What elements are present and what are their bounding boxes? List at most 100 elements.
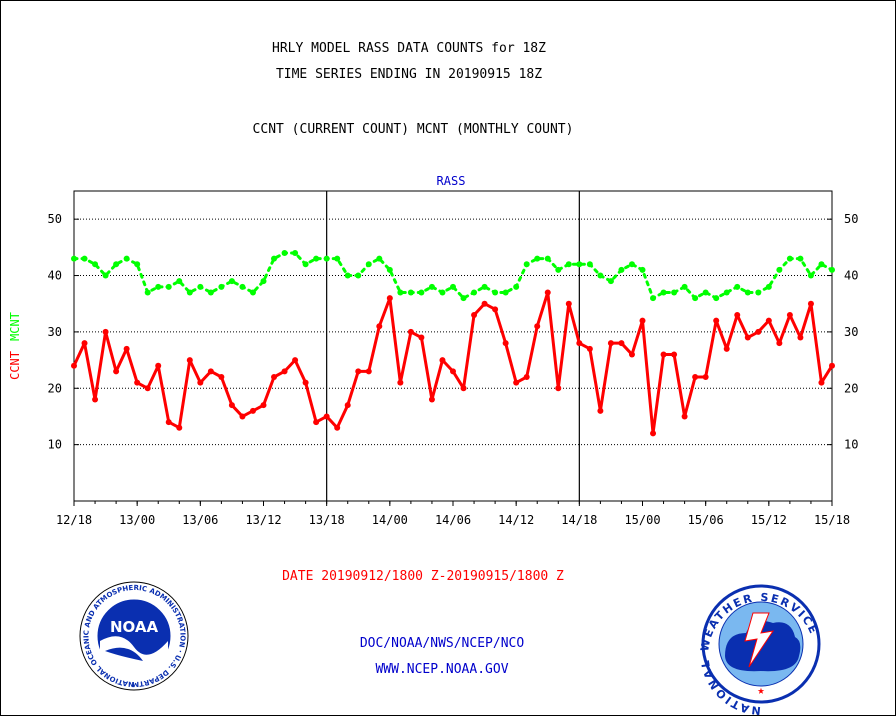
point-mcnt bbox=[586, 261, 593, 268]
point-ccnt bbox=[797, 334, 804, 341]
plot-title: RASS bbox=[437, 174, 466, 188]
x-tick-label: 13/00 bbox=[119, 513, 155, 527]
point-mcnt bbox=[576, 261, 583, 268]
point-ccnt bbox=[586, 345, 593, 352]
point-mcnt bbox=[271, 255, 278, 262]
point-mcnt bbox=[113, 261, 120, 268]
point-mcnt bbox=[239, 283, 246, 290]
point-ccnt bbox=[513, 379, 520, 386]
point-ccnt bbox=[607, 340, 614, 347]
point-mcnt bbox=[292, 250, 299, 256]
point-mcnt bbox=[607, 278, 614, 285]
point-mcnt bbox=[365, 261, 372, 268]
point-ccnt bbox=[323, 413, 330, 420]
point-mcnt bbox=[439, 289, 446, 296]
point-mcnt bbox=[513, 283, 520, 290]
point-ccnt bbox=[365, 368, 372, 375]
nws-logo: NATIONAL WEATHER SERVICE ★ bbox=[698, 584, 821, 717]
y-tick-label-left: 10 bbox=[48, 438, 62, 452]
point-ccnt bbox=[313, 419, 320, 426]
point-ccnt bbox=[71, 362, 77, 369]
point-ccnt bbox=[786, 312, 793, 318]
point-mcnt bbox=[249, 289, 256, 296]
point-mcnt bbox=[176, 278, 183, 285]
point-mcnt bbox=[386, 266, 393, 273]
point-mcnt bbox=[544, 255, 551, 262]
point-mcnt bbox=[492, 289, 499, 296]
point-mcnt bbox=[702, 289, 709, 296]
point-ccnt bbox=[260, 402, 267, 409]
point-mcnt bbox=[597, 272, 604, 279]
point-mcnt bbox=[734, 283, 741, 290]
point-ccnt bbox=[818, 379, 825, 386]
point-ccnt bbox=[565, 300, 572, 307]
svg-text:CCNTMCNT: CCNT MCNT bbox=[8, 312, 22, 380]
agency-line: DOC/NOAA/NWS/NCEP/NCO bbox=[360, 636, 525, 651]
point-mcnt bbox=[207, 289, 214, 296]
point-ccnt bbox=[376, 323, 383, 330]
chart-subtitle: CCNT (CURRENT COUNT) MCNT (MONTHLY COUNT… bbox=[253, 122, 574, 137]
point-ccnt bbox=[271, 374, 278, 380]
point-mcnt bbox=[260, 278, 267, 285]
series-layer bbox=[71, 250, 835, 437]
noaa-ring-text: NATIONAL OCEANIC AND ATMOSPHERIC ADMINIS… bbox=[0, 0, 187, 688]
noaa-logo-text: NOAA bbox=[110, 618, 159, 636]
point-mcnt bbox=[692, 295, 699, 302]
point-mcnt bbox=[450, 283, 456, 290]
point-ccnt bbox=[92, 396, 99, 403]
point-mcnt bbox=[376, 255, 383, 262]
svg-text:NATIONAL OCEANIC AND ATMOSPHER: NATIONAL OCEANIC AND ATMOSPHERIC ADMINIS… bbox=[1, 1, 187, 688]
point-ccnt bbox=[713, 317, 720, 324]
point-mcnt bbox=[786, 255, 793, 262]
point-ccnt bbox=[765, 317, 772, 324]
point-ccnt bbox=[681, 413, 688, 420]
point-mcnt bbox=[428, 283, 435, 290]
y-tick-label-left: 30 bbox=[48, 325, 62, 339]
point-mcnt bbox=[302, 261, 309, 268]
x-tick-label: 15/18 bbox=[814, 513, 850, 527]
point-mcnt bbox=[281, 250, 288, 256]
point-mcnt bbox=[123, 255, 130, 262]
point-mcnt bbox=[460, 295, 467, 302]
point-mcnt bbox=[92, 261, 99, 268]
point-ccnt bbox=[471, 312, 478, 318]
x-tick-label: 15/06 bbox=[688, 513, 724, 527]
point-ccnt bbox=[481, 300, 488, 307]
y-tick-label-right: 50 bbox=[844, 212, 858, 226]
x-tick-label: 15/00 bbox=[624, 513, 660, 527]
grid-layer bbox=[74, 218, 832, 446]
point-ccnt bbox=[155, 362, 162, 369]
point-ccnt bbox=[292, 357, 299, 364]
point-ccnt bbox=[502, 340, 509, 347]
point-mcnt bbox=[102, 272, 109, 279]
point-mcnt bbox=[323, 255, 330, 262]
point-ccnt bbox=[618, 340, 625, 347]
point-ccnt bbox=[344, 402, 351, 409]
point-ccnt bbox=[407, 328, 414, 335]
point-ccnt bbox=[439, 357, 446, 364]
point-mcnt bbox=[165, 283, 172, 290]
point-mcnt bbox=[755, 289, 762, 296]
point-mcnt bbox=[218, 283, 225, 290]
url-link[interactable]: WWW.NCEP.NOAA.GOV bbox=[375, 662, 508, 677]
axis-layer bbox=[73, 190, 833, 506]
point-ccnt bbox=[723, 345, 730, 352]
point-mcnt bbox=[313, 255, 320, 262]
y-label-ccnt: CCNT bbox=[8, 351, 22, 380]
plot-frame bbox=[73, 190, 833, 502]
point-mcnt bbox=[660, 289, 667, 296]
point-mcnt bbox=[334, 255, 341, 262]
chart-title-line2: TIME SERIES ENDING IN 20190915 18Z bbox=[276, 67, 542, 82]
x-tick-label: 12/18 bbox=[56, 513, 92, 527]
point-ccnt bbox=[829, 362, 835, 369]
point-mcnt bbox=[186, 289, 193, 296]
point-mcnt bbox=[471, 289, 478, 296]
point-ccnt bbox=[544, 289, 551, 296]
point-mcnt bbox=[71, 255, 77, 262]
point-mcnt bbox=[829, 266, 835, 273]
point-mcnt bbox=[776, 266, 783, 273]
point-ccnt bbox=[734, 312, 741, 318]
point-ccnt bbox=[555, 385, 562, 392]
point-ccnt bbox=[576, 340, 583, 347]
